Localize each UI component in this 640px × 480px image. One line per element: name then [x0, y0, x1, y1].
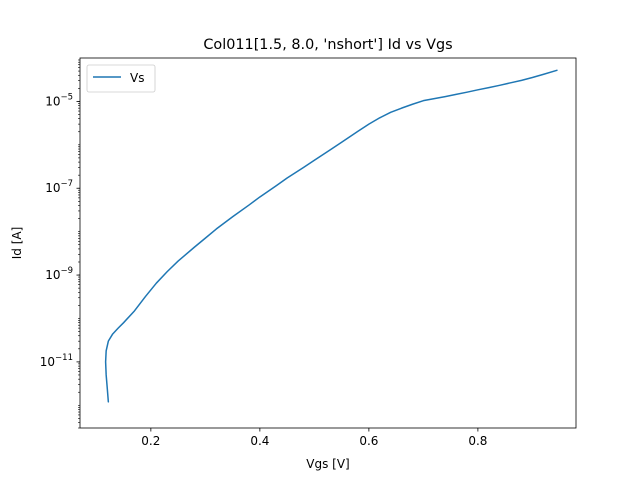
series-line [104, 69, 558, 403]
axes-border [79, 57, 577, 429]
x-tick-label: 0.2 [141, 434, 160, 448]
x-tick-label: 0.8 [468, 434, 487, 448]
series-layer [104, 69, 558, 403]
x-tick-label: 0.6 [359, 434, 378, 448]
plot-area [80, 58, 576, 428]
y-tick-label: 10−7 [45, 179, 73, 195]
x-axis-label: Vgs [V] [306, 457, 349, 471]
y-tick-label: 10−9 [45, 266, 73, 282]
y-axis-label: Id [A] [10, 227, 24, 260]
legend: Vs [86, 64, 156, 93]
chart-title: Col011[1.5, 8.0, 'nshort'] Id vs Vgs [203, 37, 452, 53]
x-tick-label: 0.4 [250, 434, 269, 448]
legend-label: Vs [130, 71, 144, 85]
y-tick-label: 10−5 [45, 92, 73, 108]
y-tick-label: 10−11 [40, 353, 73, 369]
y-axis: 10−11 10−9 10−7 10−5 [40, 59, 80, 429]
legend-box [86, 64, 156, 93]
axes-frame [79, 57, 577, 429]
x-axis: 0.2 0.4 0.6 0.8 [141, 428, 487, 448]
